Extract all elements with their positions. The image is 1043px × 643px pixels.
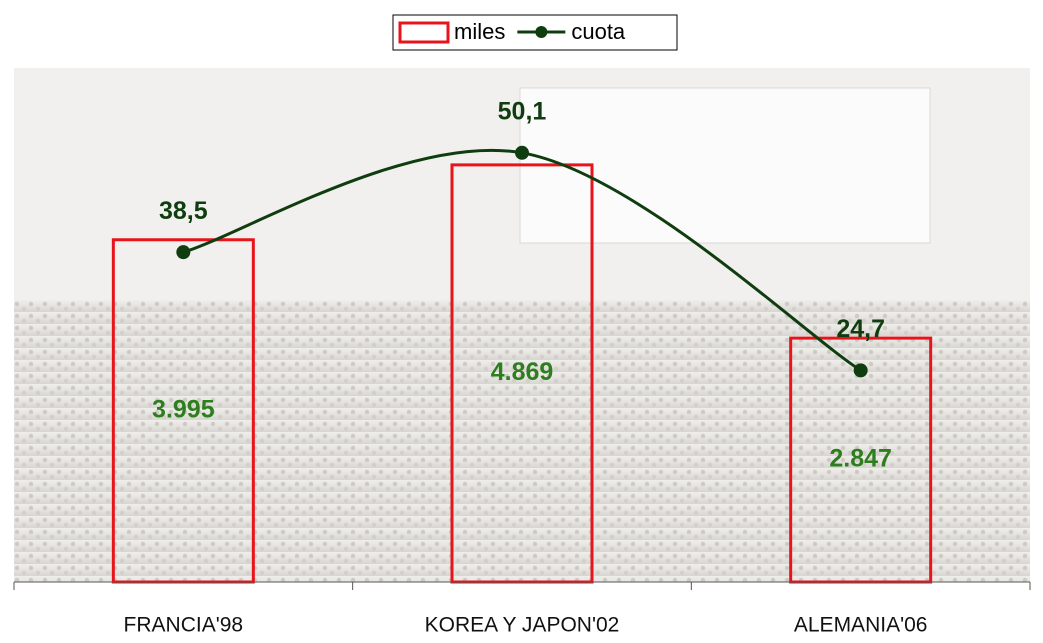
line-marker [854, 363, 868, 377]
line-marker [515, 146, 529, 160]
legend-label: cuota [571, 19, 626, 44]
line-value-label: 50,1 [498, 97, 547, 125]
bar-value-label: 2.847 [829, 445, 892, 473]
legend-label: miles [454, 19, 505, 44]
line-value-label: 38,5 [159, 197, 208, 225]
x-tick-label: FRANCIA'98 [124, 614, 244, 637]
legend: miles cuota [393, 15, 677, 50]
x-tick-label: ALEMANIA'06 [794, 614, 928, 637]
page: {"chart_data": {"type": "bar-line", "cat… [0, 0, 1043, 643]
bar-value-label: 4.869 [491, 358, 554, 386]
x-tick-label: KOREA Y JAPON'02 [425, 614, 620, 637]
legend-swatch-marker [535, 26, 547, 38]
chart: 3.995 4.869 2.847 38,5 50,1 24,7 miles cuota F… [0, 0, 1043, 643]
line-marker [176, 245, 190, 259]
line-value-label: 24,7 [836, 315, 885, 343]
bar-value-label: 3.995 [152, 395, 215, 423]
